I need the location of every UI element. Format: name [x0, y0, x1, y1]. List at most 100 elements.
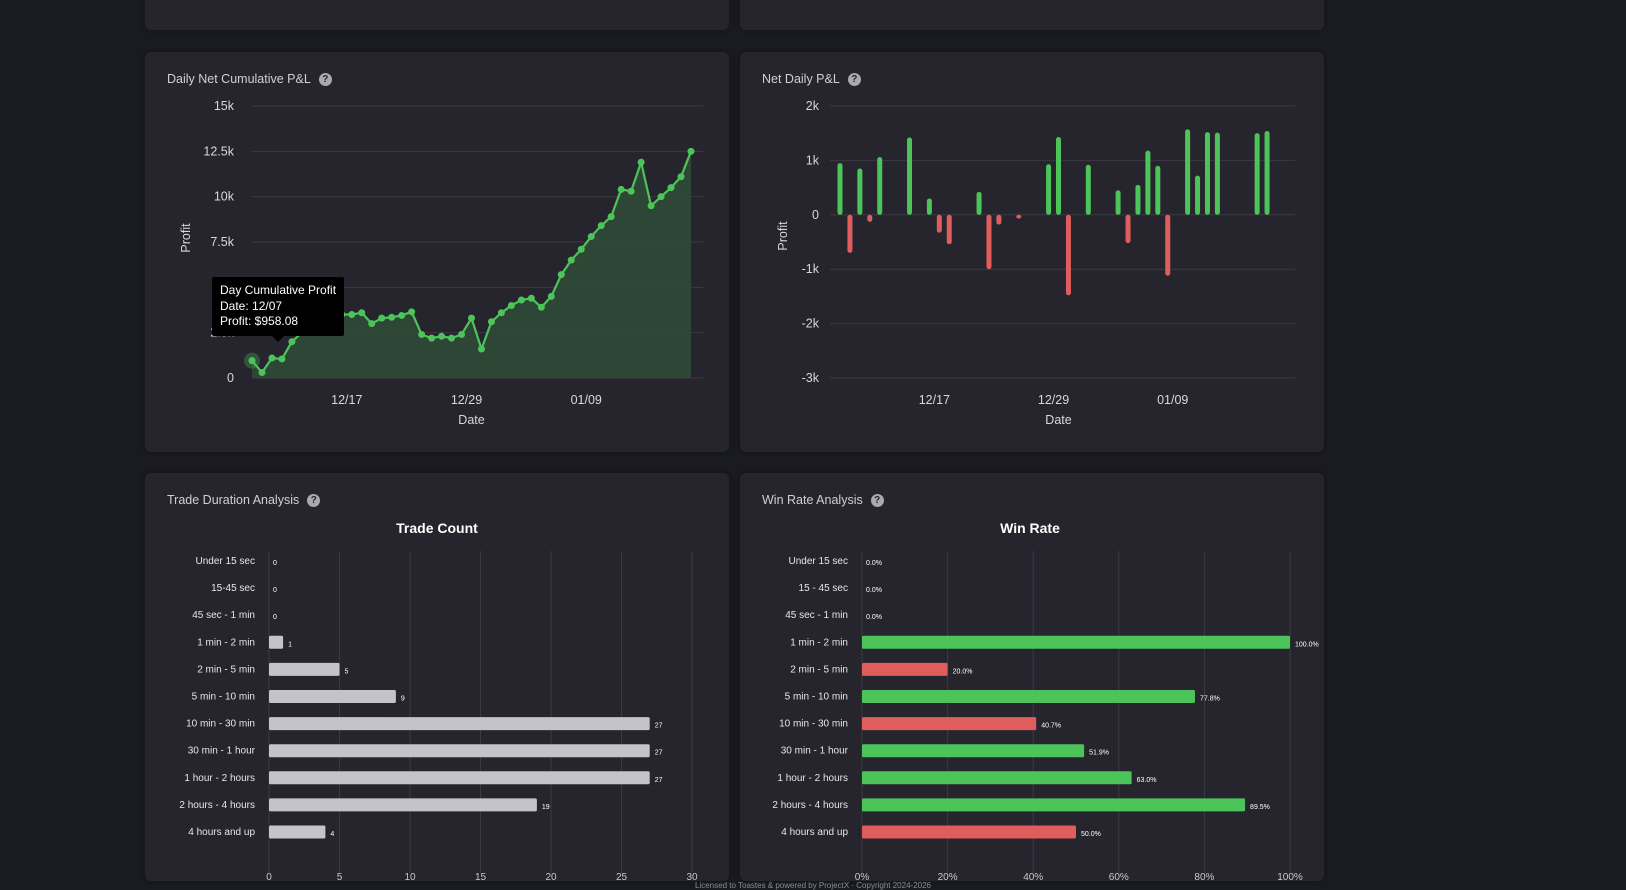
data-point	[258, 369, 266, 377]
pnl-bar	[996, 214, 1002, 225]
y-tick-label: 1k	[806, 153, 820, 167]
duration-bar	[269, 771, 650, 785]
data-point	[438, 332, 446, 340]
category-label: 15-45 sec	[211, 583, 255, 594]
duration-bar	[269, 798, 537, 812]
value-label: 27	[655, 777, 663, 784]
pnl-bar	[877, 157, 883, 215]
pnl-bar	[1016, 214, 1022, 219]
duration-bar	[269, 690, 396, 703]
panel-title-text: Net Daily P&L	[762, 72, 840, 86]
win-rate-panel: Win Rate Analysis ? Win Rate 0% 20% 40% 60% 8…	[740, 473, 1324, 881]
x-tick-label: 5	[337, 872, 343, 881]
category-label: 2 hours - 4 hours	[772, 800, 848, 811]
tooltip-profit: Profit: $958.08	[220, 314, 299, 328]
duration-bar	[862, 662, 948, 676]
category-label: 10 min - 30 min	[779, 719, 848, 730]
question-circle-icon[interactable]: ?	[847, 72, 861, 86]
chart-title: Win Rate	[1000, 520, 1060, 536]
category-label: 30 min - 1 hour	[188, 746, 256, 757]
cumulative-pnl-title: Daily Net Cumulative P&L ?	[167, 72, 332, 86]
y-axis-label: Profit	[179, 223, 193, 253]
category-label: 2 min - 5 min	[197, 664, 255, 675]
y-tick-label: -3k	[802, 371, 820, 385]
category-label: 45 sec - 1 min	[785, 610, 848, 621]
data-point	[358, 309, 366, 317]
data-point	[288, 338, 296, 346]
net-daily-pnl-title: Net Daily P&L ?	[762, 72, 861, 86]
value-label: 100.0%	[1295, 641, 1319, 648]
duration-bar	[269, 744, 650, 758]
value-label: 89.5%	[1250, 804, 1270, 811]
data-point	[378, 314, 386, 322]
data-point	[428, 334, 436, 342]
value-label: 77.8%	[1200, 696, 1220, 703]
category-label: 4 hours and up	[781, 827, 848, 838]
panel-title-text: Win Rate Analysis	[762, 493, 863, 507]
x-tick-label: 80%	[1194, 872, 1214, 881]
duration-bar	[862, 771, 1132, 785]
tooltip-date: Date: 12/07	[220, 298, 283, 313]
x-tick-label: 15	[475, 872, 487, 881]
pnl-bar	[1046, 164, 1052, 215]
y-tick-label: 0	[812, 208, 819, 222]
x-tick-label: 20%	[938, 872, 958, 881]
y-tick-label: -1k	[802, 262, 820, 276]
category-label: 10 min - 30 min	[186, 719, 255, 730]
question-circle-icon[interactable]: ?	[870, 493, 884, 507]
category-label: 30 min - 1 hour	[781, 746, 849, 757]
y-tick-label: 10k	[214, 190, 235, 204]
pnl-bar	[847, 214, 853, 253]
question-circle-icon[interactable]: ?	[318, 72, 332, 86]
question-circle-icon[interactable]: ?	[307, 493, 321, 507]
category-label: 45 sec - 1 min	[192, 610, 255, 621]
duration-bar	[862, 798, 1246, 812]
pnl-bar	[1145, 150, 1151, 215]
value-label: 1	[288, 641, 292, 648]
top-right-panel	[740, 0, 1324, 30]
data-point	[418, 330, 426, 338]
category-label: 5 min - 10 min	[785, 692, 848, 703]
data-point	[477, 345, 485, 353]
data-point	[468, 314, 475, 322]
data-point	[537, 303, 545, 311]
y-axis-label: Profit	[776, 221, 790, 251]
data-point	[398, 311, 406, 319]
y-tick-label: 15k	[214, 99, 235, 113]
net-daily-pnl-chart: -3k -2k -1k 0 1k 2k 12/17 12/29 01/09 Date Profit	[776, 99, 1295, 427]
value-label: 0.0%	[866, 614, 882, 621]
pnl-bar	[1065, 214, 1071, 296]
data-point	[647, 202, 655, 210]
data-point	[278, 355, 286, 363]
category-label: 1 min - 2 min	[790, 637, 848, 648]
data-point	[587, 233, 595, 241]
x-tick-label: 10	[404, 872, 416, 881]
y-tick-label: 0	[227, 371, 234, 385]
x-tick-label: 100%	[1277, 872, 1303, 881]
area-fill	[252, 151, 691, 378]
pnl-bar	[976, 191, 982, 215]
x-axis-label: Date	[458, 413, 484, 427]
panel-title-text: Trade Duration Analysis	[167, 493, 300, 507]
footer-license: Licensed to Toastes & powered by Project…	[695, 881, 931, 890]
x-tick-label: 12/17	[331, 393, 362, 407]
duration-bar	[269, 825, 326, 839]
category-label: 4 hours and up	[188, 827, 255, 838]
value-label: 0	[273, 614, 277, 621]
data-point	[458, 330, 466, 338]
tooltip-title: Day Cumulative Profit	[220, 283, 337, 297]
data-point	[448, 334, 456, 342]
win-rate-chart: Win Rate 0% 20% 40% 60% 80% 100% Under 15 sec 0.…	[772, 520, 1319, 881]
duration-bar	[862, 635, 1290, 649]
value-label: 50.0%	[1081, 831, 1101, 838]
data-point	[268, 354, 276, 362]
data-point	[517, 296, 525, 304]
duration-bar	[862, 825, 1076, 839]
data-point	[527, 294, 535, 302]
duration-bar	[862, 717, 1037, 731]
net-daily-pnl-panel: Net Daily P&L ? -3k -2k -1k 0 1k 2k 12/17 12/29…	[740, 52, 1324, 452]
pnl-bar	[1254, 133, 1260, 215]
data-point	[388, 313, 396, 321]
data-point	[687, 147, 695, 155]
duration-bar	[862, 690, 1195, 703]
